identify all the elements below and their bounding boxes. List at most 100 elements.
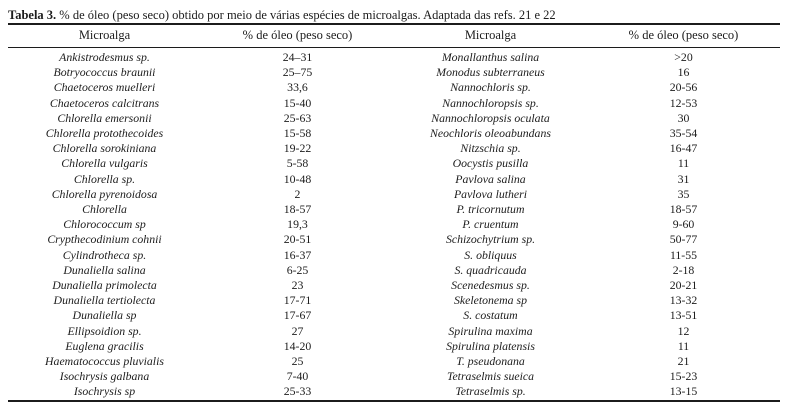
header-microalga-right: Microalga [394, 24, 587, 48]
table-row: Ankistrodesmus sp. 24–31 Monallanthus sali… [8, 48, 780, 66]
left-value-cell: 6-25 [286, 262, 309, 277]
left-species-cell: Ankistrodesmus sp. [59, 50, 150, 64]
left-value-cell: 10-48 [283, 171, 312, 186]
left-value-cell: 7-40 [286, 369, 309, 384]
right-species-cell: Scenedesmus sp. [451, 278, 530, 293]
left-species-cell: Ellipsoidion sp. [67, 323, 142, 338]
right-value-cell: 13-51 [669, 308, 698, 323]
right-value-cell: 50-77 [669, 232, 698, 247]
right-value-cell: 20-21 [669, 278, 698, 293]
table-row: Haematococcus pluvialis 25 T. pseudonana 21 [8, 354, 780, 369]
table-header: Microalga % de óleo (peso seco) Microalg… [8, 24, 780, 48]
header-microalga-left: Microalga [8, 24, 201, 48]
right-value-cell: >20 [674, 50, 693, 64]
right-value-cell: 35 [677, 186, 690, 201]
left-species-cell: Chlorella pyrenoidosa [51, 186, 158, 201]
left-species-cell: Dunaliella salina [63, 262, 146, 277]
right-species-cell: S. costatum [463, 308, 518, 323]
right-species-cell: S. quadricauda [454, 262, 527, 277]
left-value-cell: 20-51 [283, 232, 312, 247]
left-species-cell: Chlorella sp. [73, 171, 136, 186]
left-species-cell: Haematococcus pluvialis [45, 354, 164, 369]
header-oil-right: % de óleo (peso seco) [587, 24, 780, 48]
left-species-cell: Dunaliella tertiolecta [53, 293, 156, 308]
table-row: Dunaliella tertiolecta 17-71 Skeletonema s… [8, 293, 780, 308]
left-species-cell: Dunaliella sp [72, 308, 137, 323]
right-species-cell: Schizochytrium sp. [445, 232, 536, 247]
right-value-cell: 20-56 [669, 80, 698, 95]
left-species-cell: Chlorella emersonii [57, 110, 152, 125]
right-species-cell: P. cruentum [462, 217, 519, 232]
table-row: Chlorella 18-57 P. tricornutum 18-57 [8, 202, 780, 217]
table-row: Chlorella sp. 10-48 Pavlova salina 31 [8, 172, 780, 187]
left-value-cell: 19,3 [287, 217, 308, 232]
table-row: Crypthecodinium cohnii 20-51 Schizochytriu… [8, 232, 780, 247]
table-header-row: Microalga % de óleo (peso seco) Microalg… [8, 24, 780, 48]
left-species-cell: Chlorella protothecoides [45, 126, 164, 141]
table-caption-text: % de óleo (peso seco) obtido por meio de… [56, 8, 556, 22]
left-species-cell: Cylindrotheca sp. [62, 247, 147, 262]
right-species-cell: T. pseudonana [456, 354, 525, 369]
right-species-cell: Monodus subterraneus [436, 65, 545, 80]
table-row: Chaetoceros muelleri 33,6 Nannochloris sp.… [8, 80, 780, 95]
left-species-cell: Chlorella sorokiniana [52, 141, 157, 156]
left-species-cell: Chlorella [82, 202, 127, 217]
left-value-cell: 25-63 [283, 110, 312, 125]
right-species-cell: Pavlova salina [455, 171, 526, 186]
right-value-cell: 13-32 [669, 293, 698, 308]
right-species-cell: Pavlova lutheri [453, 186, 528, 201]
left-species-cell: Chaetoceros muelleri [53, 80, 156, 95]
right-value-cell: 16 [677, 65, 690, 80]
table-row: Ellipsoidion sp. 27 Spirulina maxima 12 [8, 324, 780, 339]
right-value-cell: 12 [677, 323, 690, 338]
right-value-cell: 30 [677, 110, 690, 125]
left-value-cell: 33,6 [287, 80, 308, 95]
right-species-cell: Tetraselmis sueica [446, 369, 535, 384]
right-value-cell: 2-18 [672, 262, 695, 277]
left-value-cell: 15-58 [283, 126, 312, 141]
right-species-cell: Nannochloropsis sp. [442, 95, 539, 110]
left-value-cell: 15-40 [283, 95, 312, 110]
table-row: Cylindrotheca sp. 16-37 S. obliquus 11-55 [8, 248, 780, 263]
right-value-cell: 11 [677, 338, 690, 353]
left-species-cell: Chaetoceros calcitrans [49, 95, 160, 110]
left-value-cell: 25-33 [283, 384, 312, 399]
left-species-cell: Isochrysis galbana [59, 369, 150, 384]
right-value-cell: 13-15 [669, 384, 698, 399]
left-species-cell: Isochrysis sp [73, 384, 136, 399]
left-value-cell: 17-67 [283, 308, 312, 323]
left-species-cell: Chlorella vulgaris [61, 156, 148, 171]
left-species-cell: Dunaliella primolecta [52, 278, 157, 293]
right-value-cell: 18-57 [669, 202, 698, 217]
left-value-cell: 5-58 [286, 156, 309, 171]
right-value-cell: 31 [677, 171, 690, 186]
table-row: Dunaliella salina 6-25 S. quadricauda 2-18 [8, 263, 780, 278]
left-value-cell: 25–75 [282, 65, 313, 80]
right-value-cell: 21 [677, 354, 690, 369]
table-row: Chaetoceros calcitrans 15-40 Nannochlorops… [8, 96, 780, 111]
right-value-cell: 12-53 [669, 95, 698, 110]
left-value-cell: 25 [291, 354, 304, 369]
right-species-cell: Neochloris oleoabundans [430, 126, 551, 141]
right-species-cell: Monallanthus salina [441, 50, 540, 64]
left-species-cell: Botryococcus braunii [53, 65, 156, 80]
right-species-cell: Nitzschia sp. [460, 141, 521, 156]
table-caption: Tabela 3. % de óleo (peso seco) obtido p… [0, 0, 788, 23]
table-row: Chlorella protothecoides 15-58 Neochloris … [8, 126, 780, 141]
right-value-cell: 15-23 [669, 369, 698, 384]
table-body: Ankistrodesmus sp. 24–31 Monallanthus sali… [8, 48, 780, 401]
right-species-cell: Nannochloropsis oculata [431, 110, 550, 125]
right-species-cell: Spirulina platensis [446, 338, 535, 353]
left-value-cell: 24–31 [282, 50, 313, 64]
table-row: Euglena gracilis 14-20 Spirulina platensis… [8, 339, 780, 354]
right-species-cell: Nannochloris sp. [450, 80, 531, 95]
table-row: Chlorella pyrenoidosa 2 Pavlova lutheri 35 [8, 187, 780, 202]
table-row: Chlorella emersonii 25-63 Nannochloropsis … [8, 111, 780, 126]
header-oil-left: % de óleo (peso seco) [201, 24, 394, 48]
table-row: Isochrysis galbana 7-40 Tetraselmis sueica… [8, 369, 780, 384]
right-value-cell: 9-60 [672, 217, 695, 232]
microalgae-oil-table: Microalga % de óleo (peso seco) Microalg… [8, 23, 780, 402]
left-species-cell: Euglena gracilis [65, 338, 144, 353]
table-row: Chlorococcum sp 19,3 P. cruentum 9-60 [8, 217, 780, 232]
